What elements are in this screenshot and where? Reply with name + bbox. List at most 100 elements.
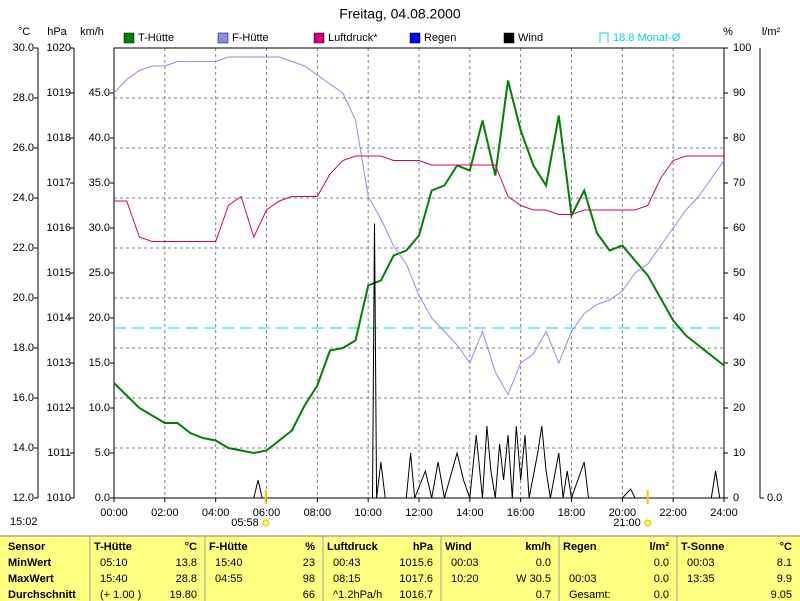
cell-value: 0.0 [654, 573, 669, 585]
y-tick-label: 30.0 [89, 222, 110, 234]
column-name: Regen [563, 541, 597, 553]
legend-swatch [503, 32, 515, 44]
y-tick-label: 40.0 [89, 132, 110, 144]
x-tick-label: 20:00 [609, 507, 637, 519]
x-tick-label: 14:00 [456, 507, 484, 519]
series-line [113, 56, 725, 396]
series-line [113, 80, 725, 455]
y-tick-label: 35.0 [89, 177, 110, 189]
cell-value: 98 [303, 573, 315, 585]
sunset-label: 21:00 [613, 517, 641, 529]
y-tick-label: 30.0 [13, 42, 34, 54]
legend-label: 18.8 Monat-Ø [613, 32, 681, 44]
y-tick-label: 1019 [47, 87, 71, 99]
x-tick-label: 00:00 [100, 507, 128, 519]
axis-title: l/m² [762, 26, 781, 38]
y-tick-label: 18.0 [13, 342, 34, 354]
legend-label: F-Hütte [232, 32, 269, 44]
y-tick-label: 0.0 [95, 492, 110, 504]
cell-time: 15:40 [100, 573, 128, 585]
y-tick-label: 1018 [47, 132, 71, 144]
cell-time: 00:43 [333, 557, 361, 569]
x-tick-label: 16:00 [507, 507, 535, 519]
axis-title: hPa [47, 26, 67, 38]
axis-title: km/h [80, 26, 104, 38]
y-tick-label: 1020 [47, 42, 71, 54]
cell-value: 66 [303, 589, 315, 601]
timestamp: 15:02 [10, 516, 38, 528]
cell-value: 28.8 [176, 573, 197, 585]
x-tick-label: 04:00 [202, 507, 230, 519]
y-tick-label: 100 [733, 42, 751, 54]
y-tick-label: 15.0 [89, 357, 110, 369]
cell-value: 9.9 [777, 573, 792, 585]
legend-swatch [313, 32, 325, 44]
cell-value: 9.05 [771, 589, 792, 601]
x-tick-label: 12:00 [405, 507, 433, 519]
y-tick-label: 1012 [47, 402, 71, 414]
y-tick-label: 28.0 [13, 92, 34, 104]
cell-time: 00:03 [569, 573, 597, 585]
cell-time: 08:15 [333, 573, 361, 585]
x-tick-label: 06:00 [253, 507, 281, 519]
sunset-dot [644, 519, 652, 527]
row-label: MaxWert [8, 573, 54, 585]
y-tick-label: 45.0 [89, 87, 110, 99]
legend-label: Regen [424, 32, 456, 44]
y-tick-label: 20.0 [89, 312, 110, 324]
x-tick-label: 02:00 [151, 507, 179, 519]
y-tick-label: 50 [733, 267, 745, 279]
column-name: T-Sonne [681, 541, 724, 553]
column-name: F-Hütte [209, 541, 248, 553]
legend-swatch [409, 32, 421, 44]
y-tick-label: 0 [733, 492, 739, 504]
y-tick-label: 26.0 [13, 142, 34, 154]
cell-time: 05:10 [100, 557, 128, 569]
column-unit: km/h [525, 541, 551, 553]
cell-time: 10:20 [451, 573, 479, 585]
cell-time: (+ 1.00 ) [100, 589, 141, 601]
x-tick-label: 08:00 [304, 507, 332, 519]
sunrise-label: 05:58 [231, 517, 259, 529]
row-label: Durchschnitt [8, 589, 76, 601]
y-tick-label: 12.0 [13, 492, 34, 504]
column-name: Wind [445, 541, 472, 553]
cell-time: Gesamt: [569, 589, 611, 601]
y-tick-label: 24.0 [13, 192, 34, 204]
y-tick-label: 60 [733, 222, 745, 234]
y-tick-label: 20.0 [13, 292, 34, 304]
column-name: T-Hütte [94, 541, 132, 553]
x-tick-label: 22:00 [659, 507, 687, 519]
cell-value: 0.0 [654, 589, 669, 601]
column-unit: °C [780, 541, 792, 553]
cell-value: 0.0 [654, 557, 669, 569]
y-tick-label: 1010 [47, 492, 71, 504]
x-tick-label: 18:00 [558, 507, 586, 519]
column-unit: % [305, 541, 315, 553]
series-line [114, 155, 724, 242]
y-tick-label: 1014 [47, 312, 71, 324]
legend-swatch [217, 32, 229, 44]
y-tick-label: 0.0 [767, 492, 782, 504]
y-tick-label: 5.0 [95, 447, 110, 459]
x-tick-label: 24:00 [710, 507, 738, 519]
legend-swatch [123, 32, 135, 44]
y-tick-label: 1017 [47, 177, 71, 189]
legend-label: Luftdruck* [328, 32, 378, 44]
cell-value: 1017.6 [399, 573, 433, 585]
cell-value: W 30.5 [516, 573, 551, 585]
cell-value: 23 [303, 557, 315, 569]
y-tick-label: 1013 [47, 357, 71, 369]
y-tick-label: 10 [733, 447, 745, 459]
y-tick-label: 1016 [47, 222, 71, 234]
cell-value: 1015.6 [399, 557, 433, 569]
cell-value: 13.8 [176, 557, 197, 569]
cell-time: 00:03 [451, 557, 479, 569]
cell-time: 04:55 [215, 573, 243, 585]
cell-value: 8.1 [777, 557, 792, 569]
y-tick-label: 1011 [47, 447, 71, 459]
axis-title: °C [18, 26, 30, 38]
column-unit: l/m² [649, 541, 669, 553]
